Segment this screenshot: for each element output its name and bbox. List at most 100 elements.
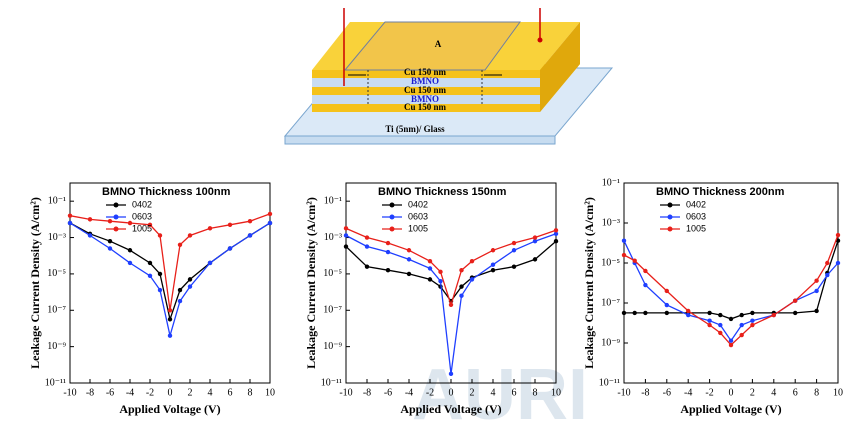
- data-point: [427, 266, 433, 271]
- data-point: [343, 226, 349, 231]
- layer-label: Cu 150 nm: [404, 102, 447, 112]
- data-point: [147, 260, 153, 266]
- data-point: [511, 264, 517, 269]
- data-point: [459, 293, 464, 298]
- y-tick-label: 10⁻¹: [48, 195, 66, 206]
- x-axis-label: Applied Voltage (V): [400, 402, 501, 416]
- data-point: [247, 233, 253, 238]
- data-point: [793, 310, 798, 316]
- data-point: [385, 267, 391, 273]
- y-tick-label: 10⁻⁷: [601, 297, 620, 308]
- legend-label: 1005: [132, 223, 152, 233]
- data-point: [835, 260, 841, 266]
- data-point: [469, 277, 475, 282]
- data-point: [227, 246, 233, 251]
- data-point: [632, 310, 637, 316]
- data-point: [728, 342, 734, 348]
- x-tick-label: -4: [126, 387, 134, 398]
- data-point: [406, 257, 412, 262]
- data-point: [469, 259, 475, 264]
- data-point: [686, 308, 691, 314]
- data-point: [664, 288, 669, 294]
- data-point: [157, 271, 163, 277]
- electrode-a: [343, 21, 521, 71]
- data-point: [157, 287, 163, 293]
- data-point: [707, 322, 712, 328]
- data-point: [750, 310, 755, 316]
- x-tick-label: -10: [63, 387, 76, 398]
- data-point: [814, 278, 819, 283]
- x-tick-label: 10: [265, 387, 275, 398]
- data-point: [385, 240, 391, 246]
- data-point: [459, 284, 464, 289]
- x-tick-label: 6: [512, 387, 517, 398]
- data-point: [532, 235, 538, 240]
- electrode-label: A: [435, 39, 442, 49]
- data-point: [825, 272, 830, 278]
- data-point: [621, 238, 627, 243]
- data-point: [739, 322, 744, 328]
- legend-label: 0603: [686, 211, 706, 221]
- legend-marker: [667, 214, 673, 220]
- data-point: [107, 238, 113, 244]
- x-tick-label: -6: [663, 387, 671, 398]
- y-axis-label: Leakage Current Density (A/cm²): [304, 197, 318, 369]
- legend-label: 0603: [132, 211, 152, 221]
- data-point: [267, 220, 273, 226]
- series-line: [345, 240, 557, 303]
- plot-frame: [623, 182, 839, 384]
- x-tick-label: -4: [405, 387, 413, 398]
- data-point: [147, 273, 153, 278]
- data-point: [385, 249, 391, 255]
- data-point: [750, 318, 755, 323]
- legend-marker: [667, 226, 673, 232]
- data-point: [490, 262, 496, 267]
- legend-marker: [389, 202, 395, 208]
- layer-label: Cu 150 nm: [404, 67, 447, 77]
- data-point: [364, 244, 370, 249]
- data-point: [739, 312, 744, 318]
- data-point: [459, 267, 464, 273]
- data-point: [147, 222, 153, 228]
- y-tick-label: 10⁻³: [602, 217, 620, 228]
- data-point: [207, 260, 213, 266]
- series-line: [623, 234, 839, 346]
- y-tick-label: 10⁻³: [48, 232, 66, 243]
- device-diagram: A Cu 150 nm BMNO Cu 150 nm BMNO Cu 150 n…: [283, 8, 614, 145]
- probe-tip: [537, 37, 543, 43]
- x-tick-label: 8: [248, 387, 253, 398]
- x-tick-label: 2: [750, 387, 755, 398]
- y-tick-label: 10⁻⁵: [47, 268, 66, 279]
- side-face: [540, 22, 580, 112]
- data-point: [739, 332, 744, 338]
- data-point: [87, 233, 93, 238]
- data-point: [207, 226, 213, 231]
- layer-label: Cu 150 nm: [404, 85, 447, 95]
- data-point: [553, 228, 559, 233]
- data-point: [438, 269, 443, 275]
- x-tick-label: 10: [833, 387, 843, 398]
- data-point: [127, 220, 133, 226]
- y-tick-label: 10⁻¹¹: [599, 377, 620, 388]
- legend-label: 1005: [408, 223, 428, 233]
- data-point: [157, 233, 163, 238]
- data-point: [621, 252, 627, 258]
- legend-label: 0603: [408, 211, 428, 221]
- legend-label: 1005: [686, 223, 706, 233]
- x-tick-label: -10: [339, 387, 352, 398]
- legend-marker: [389, 214, 395, 220]
- y-tick-label: 10⁻⁷: [323, 305, 342, 316]
- data-point: [814, 288, 819, 294]
- x-tick-label: -8: [86, 387, 94, 398]
- x-tick-label: 4: [208, 387, 213, 398]
- x-tick-label: -10: [617, 387, 630, 398]
- x-tick-label: 8: [533, 387, 538, 398]
- legend-marker: [113, 226, 119, 232]
- x-tick-label: 4: [771, 387, 776, 398]
- x-tick-label: 4: [491, 387, 496, 398]
- y-tick-label: 10⁻⁹: [601, 337, 620, 348]
- y-axis-label: Leakage Current Density (A/cm²): [28, 197, 42, 369]
- data-point: [127, 248, 133, 253]
- y-tick-label: 10⁻³: [324, 232, 342, 243]
- data-point: [718, 322, 723, 328]
